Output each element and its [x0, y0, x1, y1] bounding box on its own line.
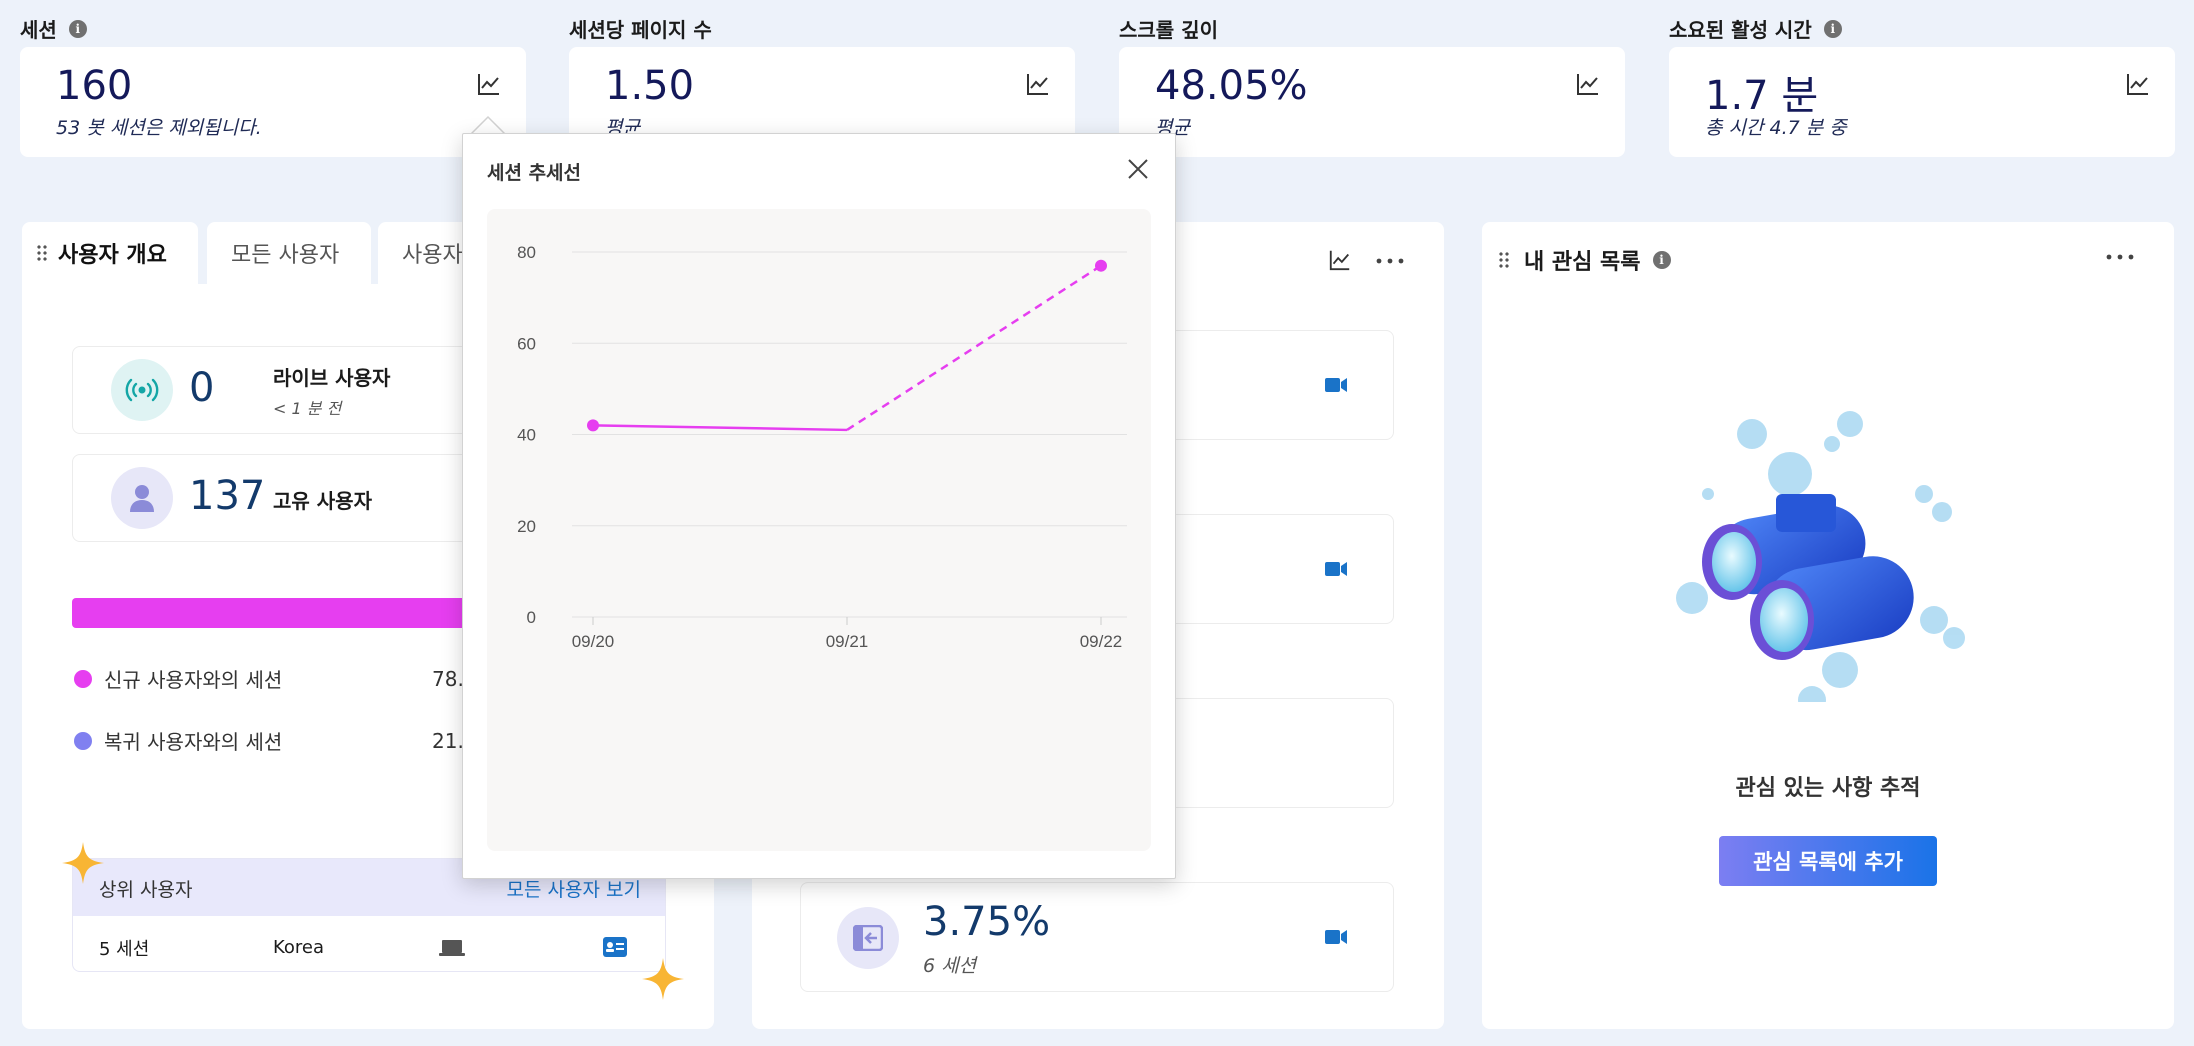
video-camera-icon[interactable] — [1325, 377, 1347, 393]
series-line-segment — [592, 424, 848, 432]
trend-chart-icon[interactable] — [1025, 71, 1051, 97]
data-point — [587, 419, 599, 432]
legend-dot — [74, 731, 92, 750]
trend-chart-icon[interactable] — [1328, 248, 1352, 272]
legend-dot — [74, 669, 92, 688]
close-icon[interactable] — [1127, 158, 1149, 180]
info-icon[interactable]: i — [68, 19, 87, 38]
watchlist-panel: 내 관심 목록 i 관심 있는 사항 추적 관심 목록에 추가 — [1482, 222, 2174, 1029]
exit-rate-value: 3.75% — [923, 899, 1051, 945]
series-line-segment — [846, 264, 1102, 431]
video-camera-icon[interactable] — [1325, 561, 1347, 577]
unique-users-value: 137 — [189, 473, 266, 519]
tab-users-overview[interactable]: 사용자 개요 — [22, 222, 198, 284]
metric-value: 160 — [56, 63, 133, 109]
y-tick-label: 60 — [517, 334, 536, 353]
contact-card-icon[interactable] — [603, 937, 627, 957]
sparkle-icon — [62, 842, 104, 884]
info-icon[interactable]: i — [1652, 251, 1671, 269]
metric-sub: 총 시간 4.7 분 중 — [1705, 117, 1847, 139]
top-user-sessions: 5 세션 — [99, 939, 150, 960]
watchlist-title: 내 관심 목록 — [1524, 250, 1641, 275]
insight-row-exit: 3.75% 6 세션 — [800, 882, 1394, 992]
y-tick-label: 80 — [517, 243, 536, 262]
metric-sub: 53 봇 세션은 제외됩니다. — [56, 117, 262, 139]
x-tick-label: 09/22 — [1080, 632, 1123, 651]
more-options-icon[interactable] — [1376, 258, 1404, 264]
live-users-label: 라이브 사용자 — [273, 366, 391, 390]
video-camera-icon[interactable] — [1325, 929, 1347, 945]
live-users-value: 0 — [189, 365, 215, 411]
trend-chart-icon[interactable] — [2125, 71, 2151, 97]
watchlist-header: 내 관심 목록 i — [1498, 244, 1671, 276]
x-tick-label: 09/20 — [572, 632, 615, 651]
binoculars-illustration — [1676, 411, 1965, 702]
sparkle-icon — [642, 958, 684, 1000]
drag-handle-icon[interactable] — [1498, 251, 1510, 269]
top-users-title: 상위 사용자 — [99, 879, 193, 901]
exit-rate-sub: 6 세션 — [923, 955, 977, 977]
metric-value: 1.50 — [605, 63, 695, 109]
more-options-icon[interactable] — [2106, 254, 2134, 260]
popup-title: 세션 추세선 — [487, 162, 582, 184]
metric-value: 48.05% — [1155, 63, 1308, 109]
metric-label-scroll: 스크롤 깊이 — [1119, 18, 1218, 42]
watchlist-empty-title: 관심 있는 사항 추적 — [1735, 776, 1921, 801]
y-tick-label: 0 — [527, 608, 536, 627]
top-user-country: Korea — [273, 937, 325, 958]
session-trend-chart: 0 20 40 60 80 09/20 09/21 09/22 — [517, 243, 1127, 651]
metric-value: 1.7 분 — [1705, 73, 1819, 119]
info-icon[interactable]: i — [1823, 19, 1842, 38]
drag-handle-icon[interactable] — [36, 244, 48, 262]
live-signal-icon — [111, 359, 173, 421]
add-to-watchlist-button[interactable]: 관심 목록에 추가 — [1719, 836, 1937, 886]
exit-page-icon — [837, 907, 899, 969]
trend-chart-icon[interactable] — [1575, 71, 1601, 97]
view-all-users-link[interactable]: 모든 사용자 보기 — [506, 879, 641, 901]
unique-users-label: 고유 사용자 — [273, 489, 372, 513]
live-users-sub: < 1 분 전 — [273, 399, 342, 418]
metric-label-pages: 세션당 페이지 수 — [569, 18, 712, 42]
legend-returning-users: 복귀 사용자와의 세션 21.8 — [74, 726, 477, 755]
data-point — [1095, 259, 1107, 272]
tab-all-users[interactable]: 모든 사용자 — [207, 222, 371, 284]
x-tick-label: 09/21 — [826, 632, 869, 651]
popup-pointer — [470, 115, 506, 135]
metric-label-active-time: 소요된 활성 시간 i — [1669, 14, 1842, 43]
user-icon — [111, 467, 173, 529]
metric-label-sessions: 세션 i — [20, 14, 87, 43]
laptop-icon — [439, 940, 465, 956]
legend-new-users: 신규 사용자와의 세션 78.1 — [74, 664, 477, 693]
y-tick-label: 40 — [517, 426, 536, 445]
metric-card-sessions: 160 53 봇 세션은 제외됩니다. — [20, 47, 526, 157]
metric-card-scroll: 48.05% 평균 — [1119, 47, 1625, 157]
session-trend-popup: 세션 추세선 0 20 40 60 80 09/20 09/21 09/22 — [462, 133, 1176, 879]
y-tick-label: 20 — [517, 517, 536, 536]
metric-card-active-time: 1.7 분 총 시간 4.7 분 중 — [1669, 47, 2175, 157]
trend-chart-icon[interactable] — [476, 71, 502, 97]
chart-area: 0 20 40 60 80 09/20 09/21 09/22 — [487, 209, 1151, 851]
